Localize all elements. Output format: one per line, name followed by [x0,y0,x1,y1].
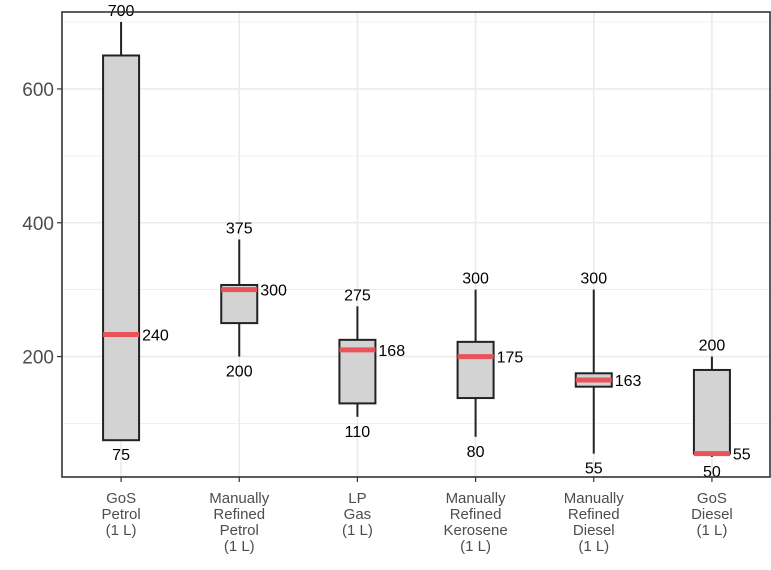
box [692,368,731,455]
min-label: 75 [112,447,130,464]
max-label: 375 [226,220,253,237]
x-category-label-line: Manually [446,490,507,507]
x-category-label-line: Manually [209,490,270,507]
x-category-label-line: (1 L) [224,538,255,555]
x-category-label-line: Petrol [220,522,259,539]
boxes [102,22,731,457]
x-category-label-line: Refined [213,506,265,523]
grid-lines [62,12,771,477]
max-label: 275 [344,287,371,304]
x-category-label: GoS Petrol (1 L) [101,490,140,539]
min-label: 200 [226,364,253,381]
x-category-label-line: Manually [564,490,625,507]
x-category-label-line: GoS [697,490,727,507]
max-label: 300 [462,271,489,288]
x-category-label: Manually Refined Petrol (1 L) [209,490,270,555]
median-label: 300 [260,283,287,300]
x-category-label-line: Petrol [101,506,140,523]
max-label: 200 [699,338,726,355]
data-labels: 7002407537530020027516811030017580300163… [108,3,751,481]
min-label: 55 [585,461,603,478]
x-category-label-line: (1 L) [460,538,491,555]
x-category-label-line: Refined [568,506,620,523]
x-category-label: GoS Diesel (1 L) [691,490,733,539]
panel-border [61,11,771,478]
x-category-label-line: Gas [344,506,372,523]
min-label: 110 [345,424,371,441]
median-label: 240 [142,327,169,344]
max-label: 300 [580,271,607,288]
min-label: 50 [703,464,721,481]
y-tick-label: 200 [22,348,54,369]
x-axis: GoS Petrol (1 L)Manually Refined Petrol (1 L)… [101,477,733,555]
x-category-label-line: LP [348,490,366,507]
x-category-label: Manually Refined Kerosene (1 L) [443,490,507,555]
box [456,340,495,400]
box [102,54,141,442]
y-axis: 200 400 600 [22,80,62,369]
y-tick-label: 600 [22,80,54,101]
median-label: 55 [733,447,751,464]
y-tick-label: 400 [22,214,54,235]
min-label: 80 [467,444,485,461]
median-label: 163 [615,373,642,390]
median-label: 168 [378,343,405,360]
x-category-label-line: Kerosene [443,522,507,539]
x-category-label-line: (1 L) [696,522,727,539]
x-category-label-line: (1 L) [342,522,373,539]
x-category-label-line: (1 L) [578,538,609,555]
median-label: 175 [497,350,524,367]
x-category-label-line: Diesel [573,522,615,539]
x-category-label-line: (1 L) [106,522,137,539]
x-category-label-line: GoS [106,490,136,507]
x-category-label: LP Gas (1 L) [342,490,373,539]
x-category-label-line: Diesel [691,506,733,523]
x-category-label: Manually Refined Diesel (1 L) [564,490,625,555]
x-category-label-line: Refined [450,506,502,523]
